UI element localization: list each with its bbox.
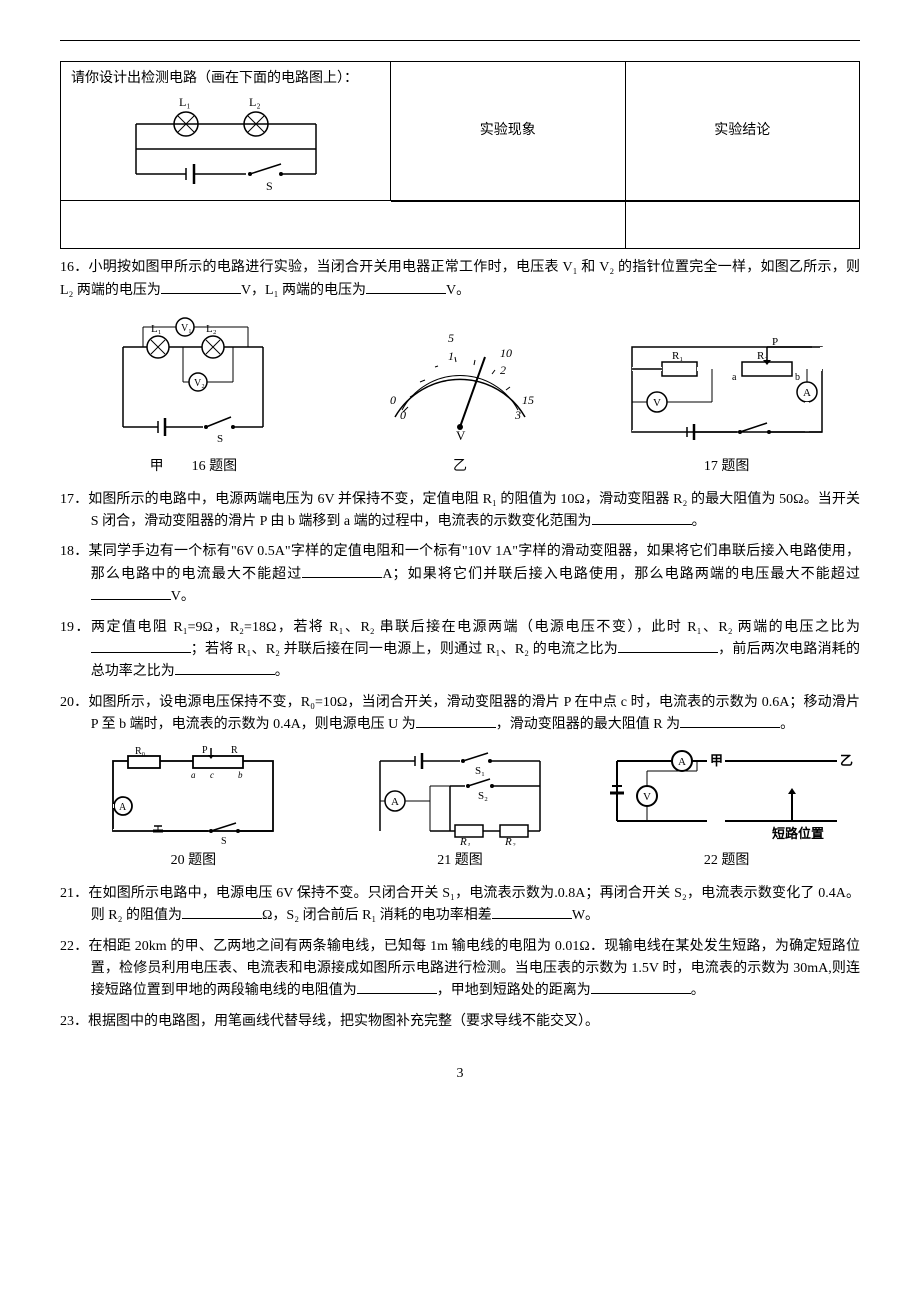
svg-text:R₁: R₁ bbox=[459, 836, 471, 846]
svg-text:L₁: L₁ bbox=[179, 95, 191, 109]
svg-text:L₁: L₁ bbox=[151, 323, 162, 335]
q-num: 16． bbox=[60, 260, 89, 275]
svg-text:15: 15 bbox=[522, 393, 534, 407]
circuit-16-jia: L₁ L₂ V₁ V₂ S bbox=[103, 312, 283, 452]
svg-text:R₁: R₁ bbox=[672, 350, 683, 362]
svg-text:b: b bbox=[795, 372, 800, 383]
circuit-22: A 甲 乙 V 短路位置 bbox=[597, 746, 857, 846]
svg-text:A: A bbox=[803, 387, 811, 399]
voltmeter-16-yi: 0 0 5 1 10 2 15 3 V bbox=[370, 322, 550, 452]
question-21: 21．在如图所示电路中，电源电压 6V 保持不变。只闭合开关 S₁，电流表示数为… bbox=[60, 883, 860, 928]
q-num: 19． bbox=[60, 620, 91, 635]
blank bbox=[592, 511, 692, 525]
svg-text:R₂: R₂ bbox=[504, 836, 516, 846]
blank bbox=[591, 980, 691, 994]
design-circuit-table: 请你设计出检测电路（画在下面的电路图上）： S bbox=[60, 61, 860, 249]
question-19: 19．两定值电阻 R₁=9Ω，R₂=18Ω，若将 R₁、R₂ 串联后接在电源两端… bbox=[60, 617, 860, 684]
q-num: 21． bbox=[60, 886, 88, 901]
blank bbox=[416, 714, 496, 728]
blank bbox=[91, 586, 171, 600]
svg-text:0: 0 bbox=[390, 393, 396, 407]
circuit-design-svg: S L₁ L₂ bbox=[116, 94, 336, 194]
svg-text:c: c bbox=[210, 770, 214, 780]
svg-text:1: 1 bbox=[448, 349, 454, 363]
svg-text:乙: 乙 bbox=[840, 753, 853, 768]
circuit-17: R₁ P a R₂ b V A bbox=[617, 332, 837, 452]
blank bbox=[175, 661, 275, 675]
svg-text:R₂: R₂ bbox=[757, 350, 768, 362]
svg-text:5: 5 bbox=[448, 331, 454, 345]
svg-text:S: S bbox=[221, 836, 227, 846]
blank bbox=[366, 280, 446, 294]
svg-text:A: A bbox=[678, 756, 686, 768]
svg-text:V: V bbox=[643, 791, 651, 803]
blank bbox=[91, 639, 191, 653]
svg-text:A: A bbox=[119, 802, 127, 813]
circuit-21: S₁ A S₂ R₁ R₂ bbox=[360, 746, 560, 846]
page-number: 3 bbox=[60, 1063, 860, 1085]
q-num: 20． bbox=[60, 695, 88, 710]
blank bbox=[357, 980, 437, 994]
q-num: 18． bbox=[60, 544, 89, 559]
question-23: 23．根据图中的电路图，用笔画线代替导线，把实物图补充完整（要求导线不能交叉）。 bbox=[60, 1011, 860, 1033]
conclusion-header: 实验结论 bbox=[626, 62, 860, 200]
blank bbox=[680, 714, 780, 728]
question-16: 16．小明按如图甲所示的电路进行实验，当闭合开关用电器正常工作时，电压表 V₁ … bbox=[60, 257, 860, 302]
question-18: 18．某同学手边有一个标有"6V 0.5A"字样的定值电阻和一个标有"10V 1… bbox=[60, 541, 860, 608]
svg-text:L₂: L₂ bbox=[206, 323, 217, 335]
svg-text:R₀: R₀ bbox=[135, 746, 146, 757]
svg-text:短路位置: 短路位置 bbox=[772, 826, 824, 841]
q-num: 22． bbox=[60, 939, 88, 954]
svg-text:P: P bbox=[202, 746, 208, 756]
svg-text:S: S bbox=[266, 179, 273, 193]
svg-text:A: A bbox=[391, 796, 399, 808]
header-rule bbox=[60, 40, 860, 41]
conclusion-cell bbox=[626, 201, 860, 248]
figure-row-20-22: R₀ P R a c b A S bbox=[60, 746, 860, 872]
svg-text:S₂: S₂ bbox=[478, 790, 488, 802]
q-num: 23． bbox=[60, 1014, 88, 1029]
phenomenon-header: 实验现象 bbox=[391, 62, 626, 200]
svg-text:甲: 甲 bbox=[710, 753, 723, 768]
svg-text:2: 2 bbox=[500, 363, 506, 377]
svg-text:S: S bbox=[217, 433, 223, 445]
blank bbox=[618, 639, 718, 653]
question-22: 22．在相距 20km 的甲、乙两地之间有两条输电线，已知每 1m 输电线的电阻… bbox=[60, 936, 860, 1003]
question-20: 20．如图所示，设电源电压保持不变，R₀=10Ω，当闭合开关，滑动变阻器的滑片 … bbox=[60, 692, 860, 737]
svg-text:P: P bbox=[772, 336, 778, 348]
svg-text:S₁: S₁ bbox=[475, 765, 485, 777]
question-17: 17．如图所示的电路中，电源两端电压为 6V 并保持不变，定值电阻 R₁ 的阻值… bbox=[60, 489, 860, 534]
figure-row-16-17: L₁ L₂ V₁ V₂ S bbox=[60, 312, 860, 478]
svg-text:b: b bbox=[238, 770, 243, 780]
page-container: 请你设计出检测电路（画在下面的电路图上）： S bbox=[60, 40, 860, 1086]
svg-text:R: R bbox=[231, 746, 238, 756]
svg-text:a: a bbox=[191, 770, 196, 780]
circuit-20: R₀ P R a c b A S bbox=[98, 746, 288, 846]
svg-text:V: V bbox=[456, 428, 466, 443]
blank bbox=[161, 280, 241, 294]
blank bbox=[492, 905, 572, 919]
svg-text:L₂: L₂ bbox=[249, 95, 261, 109]
svg-text:V: V bbox=[653, 397, 661, 409]
svg-text:10: 10 bbox=[500, 346, 512, 360]
blank bbox=[302, 564, 382, 578]
svg-text:V₁: V₁ bbox=[181, 323, 192, 334]
q-num: 17． bbox=[60, 492, 88, 507]
svg-text:V₂: V₂ bbox=[194, 378, 205, 389]
design-instruction: 请你设计出检测电路（画在下面的电路图上）： bbox=[71, 68, 380, 90]
phenomenon-cell bbox=[391, 201, 626, 248]
svg-text:a: a bbox=[732, 372, 737, 383]
blank bbox=[182, 905, 262, 919]
svg-text:3: 3 bbox=[514, 408, 521, 422]
